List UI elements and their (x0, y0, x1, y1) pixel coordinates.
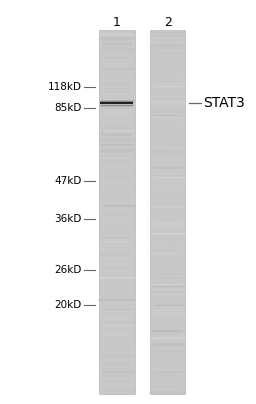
Text: 20kD: 20kD (55, 300, 82, 310)
Text: 118kD: 118kD (48, 82, 82, 92)
Text: 26kD: 26kD (54, 265, 82, 275)
Text: 36kD: 36kD (54, 215, 82, 224)
Text: 85kD: 85kD (54, 103, 82, 114)
Text: 2: 2 (164, 16, 172, 29)
Text: STAT3: STAT3 (203, 96, 245, 110)
Bar (99, 30, 135, 394)
Bar (150, 30, 185, 394)
Text: 47kD: 47kD (54, 176, 82, 186)
Text: 1: 1 (113, 16, 121, 29)
